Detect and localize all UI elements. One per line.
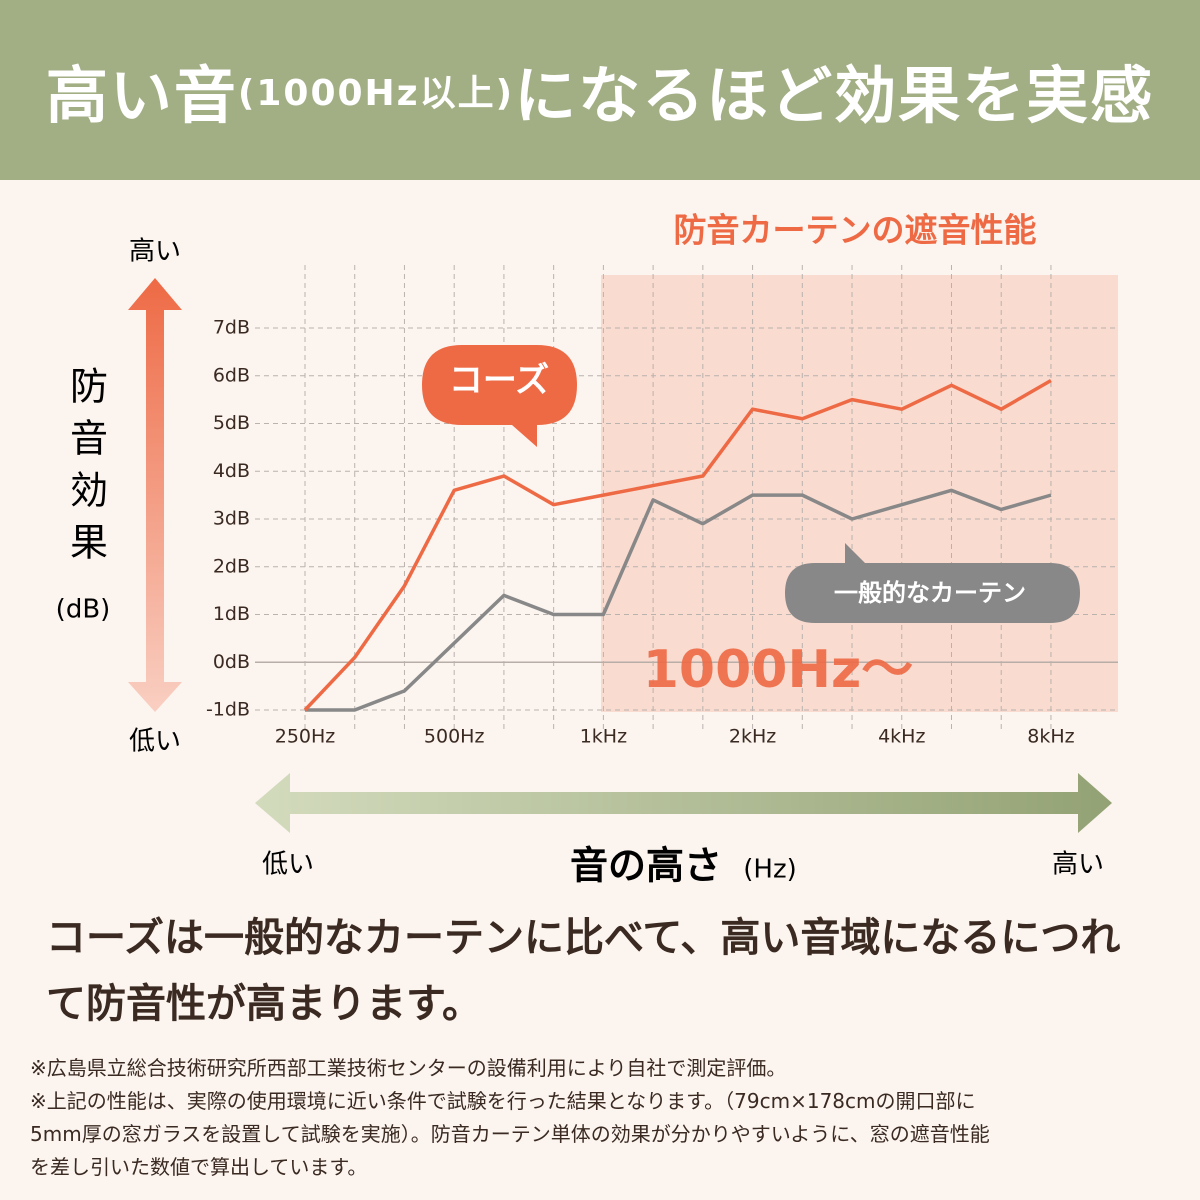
series-line bbox=[303, 379, 1052, 712]
chart-title: 防音カーテンの遮音性能 bbox=[674, 211, 1037, 250]
legend-label: コーズ bbox=[449, 361, 549, 401]
title-part: 高い音 bbox=[45, 59, 238, 132]
y-axis-unit: (dB) bbox=[56, 595, 111, 625]
summary-line: コーズは一般的なカーテンに比べて、高い音域になるにつれ bbox=[46, 915, 1121, 961]
x-axis-unit: (Hz) bbox=[743, 855, 797, 885]
y-axis-low: 低い bbox=[129, 727, 181, 757]
y-tick-label: 2dB bbox=[213, 555, 250, 577]
header: 高い音 (1000Hz以上) になるほど効果を実感 bbox=[0, 0, 1200, 180]
y-tick-label: 0dB bbox=[213, 651, 250, 673]
series-line bbox=[305, 488, 1052, 712]
annotation: 1000Hz〜 bbox=[643, 640, 914, 700]
x-axis-high: 高い bbox=[1052, 850, 1104, 880]
chart: -1dB 0dB 1dB 2dB 3dB 4dB 5dB 6dB 7dB 250Hz 500Hz 1k… bbox=[56, 211, 1118, 888]
title-part: になるほど効果を実感 bbox=[514, 59, 1155, 132]
highlight-region bbox=[601, 275, 1118, 712]
note-line: を差し引いた数値で算出しています。 bbox=[30, 1155, 368, 1179]
y-arrow bbox=[128, 278, 182, 712]
y-tick-label: 1dB bbox=[213, 603, 250, 625]
y-tick-label: 3dB bbox=[213, 508, 250, 530]
y-axis-label: 防音効果 bbox=[64, 366, 108, 574]
x-tick-label: 1kHz bbox=[580, 726, 627, 748]
summary: コーズは一般的なカーテンに比べて、高い音域になるにつれ て防音性が高まります。 bbox=[46, 905, 1120, 1037]
x-tick-label: 4kHz bbox=[878, 726, 925, 748]
y-tick-label: 4dB bbox=[213, 460, 250, 482]
x-tick-label: 250Hz bbox=[275, 726, 336, 748]
x-axis-label: 音の高さ bbox=[570, 844, 722, 888]
y-tick-label: 6dB bbox=[213, 364, 250, 386]
note-line: 5mm厚の窓ガラスを設置して試験を実施）。防音カーテン単体の効果が分かりやすいよ… bbox=[30, 1122, 990, 1146]
legend-bubble bbox=[422, 345, 577, 447]
note-line: ※上記の性能は、実際の使用環境に近い条件で試験を行った結果となります。（79cm… bbox=[30, 1089, 976, 1113]
legend-label: 一般的なカーテン bbox=[834, 579, 1026, 607]
y-tick-label: 5dB bbox=[213, 412, 250, 434]
x-arrow bbox=[255, 773, 1112, 833]
note-line: ※広島県立総合技術研究所西部工業技術センターの設備利用により自社で測定評価。 bbox=[30, 1056, 787, 1080]
x-tick-label: 2kHz bbox=[729, 726, 776, 748]
x-tick-label: 500Hz bbox=[424, 726, 485, 748]
title-part: (1000Hz以上) bbox=[237, 73, 515, 114]
y-tick-label: -1dB bbox=[206, 699, 250, 721]
notes: ※広島県立総合技術研究所西部工業技術センターの設備利用により自社で測定評価。 ※… bbox=[30, 1052, 990, 1184]
summary-line: て防音性が高まります。 bbox=[46, 981, 482, 1027]
x-tick-label: 8kHz bbox=[1027, 726, 1074, 748]
x-axis-low: 低い bbox=[262, 850, 314, 880]
y-tick-label: 7dB bbox=[213, 317, 250, 339]
legend-bubble bbox=[785, 543, 1080, 623]
y-axis-high: 高い bbox=[129, 237, 181, 267]
